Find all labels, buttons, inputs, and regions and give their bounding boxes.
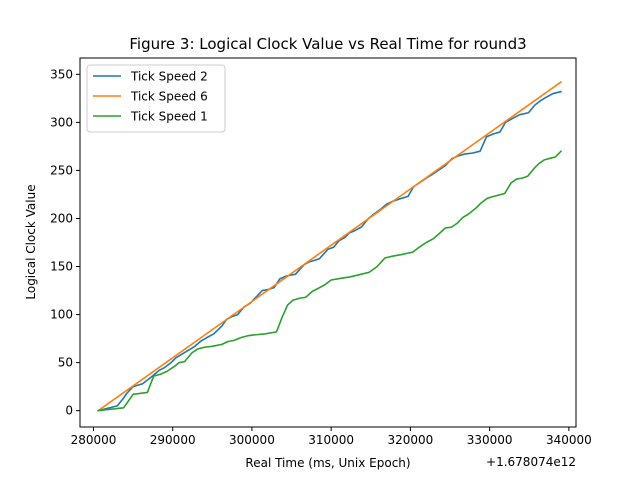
y-tick-label: 100 xyxy=(50,308,73,322)
series-line-3 xyxy=(97,150,563,412)
x-axis-label: Real Time (ms, Unix Epoch) xyxy=(245,456,410,470)
y-tick-label: 350 xyxy=(50,67,73,81)
legend-label-1: Tick Speed 2 xyxy=(130,70,208,84)
series-layer xyxy=(97,80,563,412)
legend-items: Tick Speed 2 Tick Speed 6 Tick Speed 1 xyxy=(93,70,208,124)
legend-frame xyxy=(86,64,226,133)
y-tick-label: 50 xyxy=(58,356,73,370)
x-axis: 280000 290000 300000 310000 320000 330000 3400… xyxy=(71,427,592,447)
y-tick-label: 150 xyxy=(50,260,73,274)
y-axis-label: Logical Clock Value xyxy=(24,184,38,299)
y-tick-label: 300 xyxy=(50,115,73,129)
y-axis: 0 50 100 150 200 250 300 350 xyxy=(50,67,80,418)
series-line-1 xyxy=(97,90,562,412)
chart-title: Figure 3: Logical Clock Value vs Real Ti… xyxy=(129,35,526,53)
x-tick-label: 330000 xyxy=(467,433,513,447)
x-tick-label: 280000 xyxy=(71,433,117,447)
legend-label-2: Tick Speed 6 xyxy=(130,90,208,104)
x-offset-label: +1.678074e12 xyxy=(486,455,576,469)
series-line-2 xyxy=(97,80,563,412)
x-tick-label: 300000 xyxy=(229,433,275,447)
legend: Tick Speed 2 Tick Speed 6 Tick Speed 1 xyxy=(86,64,226,133)
plot-frame xyxy=(79,57,577,428)
x-tick-label: 310000 xyxy=(308,433,354,447)
y-tick-label: 0 xyxy=(65,404,73,418)
y-tick-label: 200 xyxy=(50,211,73,225)
x-tick-label: 320000 xyxy=(387,433,433,447)
legend-label-3: Tick Speed 1 xyxy=(130,110,208,124)
y-tick-label: 250 xyxy=(50,163,73,177)
x-tick-label: 290000 xyxy=(150,433,196,447)
x-tick-label: 340000 xyxy=(546,433,592,447)
